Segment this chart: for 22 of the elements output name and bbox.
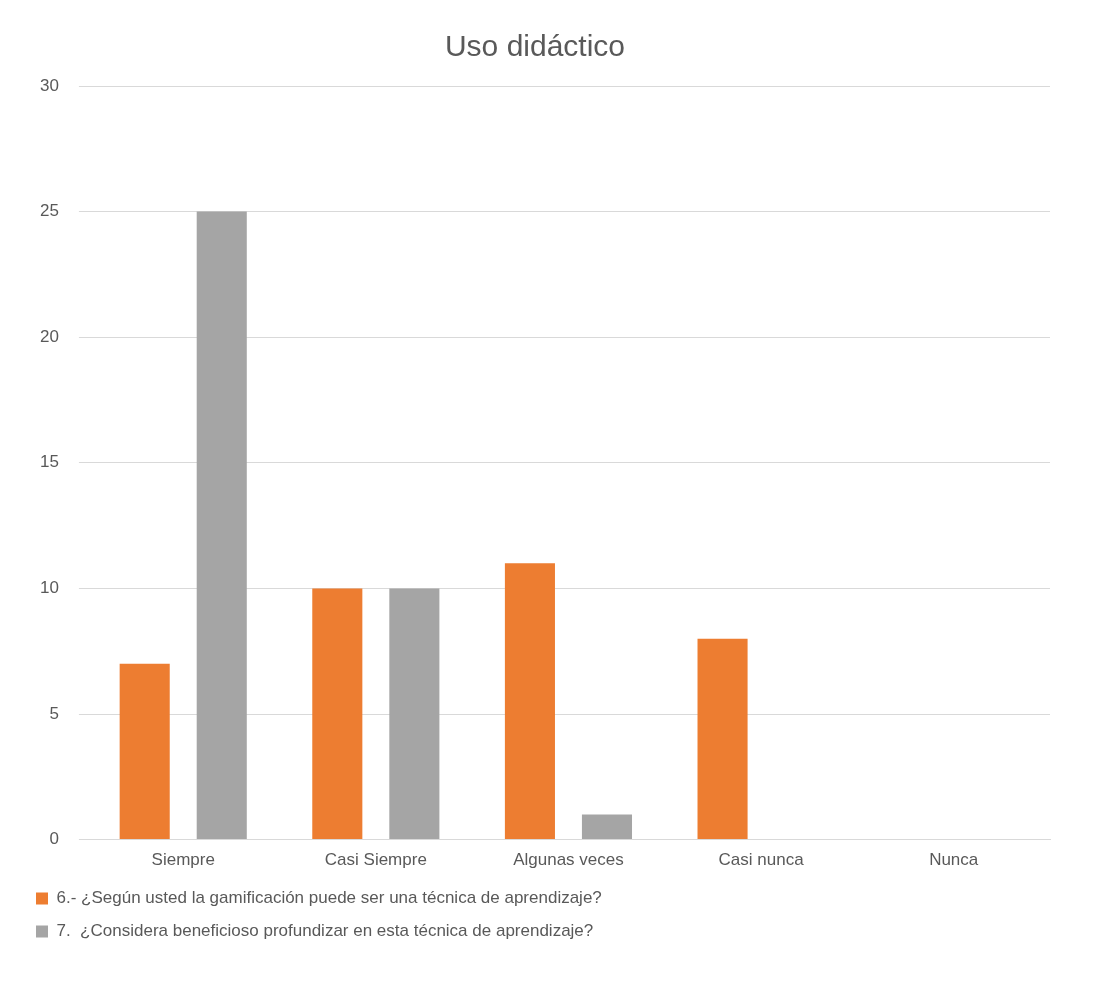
bar: [119, 663, 170, 840]
x-tick-label: Casi Siempre: [324, 850, 427, 870]
bar: [312, 588, 363, 840]
y-tick-label: 30: [39, 75, 59, 95]
legend-label: 6.- ¿Según usted la gamificación puede ser una técnica de aprendizaje?: [56, 888, 602, 908]
bar: [697, 638, 748, 840]
y-tick-label: 10: [39, 578, 59, 598]
y-tick-label: 0: [49, 829, 59, 849]
legend-label: 7. ¿Considera beneficioso profundizar en esta técnica de aprendizaje?: [56, 921, 594, 941]
bar: [389, 588, 440, 840]
x-tick-label: Siempre: [151, 850, 215, 870]
x-tick-label: Casi nunca: [718, 850, 805, 870]
bar: [504, 563, 555, 840]
y-tick-label: 5: [49, 703, 59, 723]
y-tick-label: 20: [39, 326, 59, 346]
y-tick-label: 15: [39, 452, 59, 472]
x-tick-label: Nunca: [929, 850, 979, 870]
bar: [196, 211, 247, 840]
chart-title: Uso didáctico: [444, 29, 626, 63]
y-tick-label: 25: [39, 201, 59, 221]
x-tick-label: Algunas veces: [513, 850, 624, 870]
bar: [581, 814, 633, 840]
